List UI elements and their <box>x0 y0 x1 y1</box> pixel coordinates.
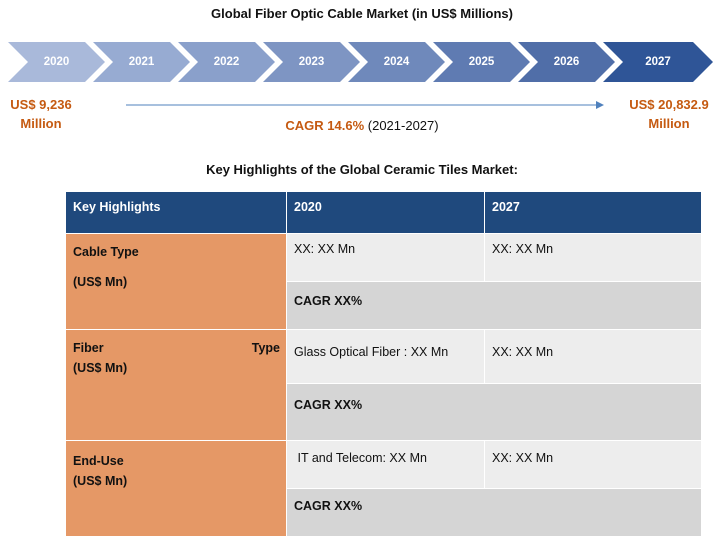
timeline-step-2025: 2025 <box>433 42 530 82</box>
category-cell: Fiber Type (US$ Mn) <box>65 329 287 441</box>
end-value: US$ 20,832.9 Million <box>624 95 714 133</box>
timeline-step-2027: 2027 <box>603 42 713 82</box>
timeline-year-label: 2020 <box>43 56 70 68</box>
chart-title: Global Fiber Optic Cable Market (in US$ … <box>211 6 513 21</box>
category-unit: (US$ Mn) <box>73 361 128 375</box>
cagr-cell: CAGR XX% <box>286 488 702 537</box>
table-header-row: Key Highlights 2020 2027 <box>65 191 702 234</box>
timeline-year-label: 2022 <box>213 56 240 68</box>
timeline-step-2020: 2020 <box>8 42 105 82</box>
table-title: Key Highlights of the Global Ceramic Til… <box>206 162 518 177</box>
category-cell: End-Use (US$ Mn) <box>65 440 287 537</box>
cagr-cell: CAGR XX% <box>286 281 702 330</box>
value-2020-cell: Glass Optical Fiber : XX Mn <box>286 329 485 384</box>
timeline-step-2023: 2023 <box>263 42 360 82</box>
value-2020-cell: XX: XX Mn <box>286 233 485 282</box>
chevron-shape <box>433 42 530 82</box>
category-unit: (US$ Mn) <box>73 474 128 488</box>
value-2027-cell: XX: XX Mn <box>484 233 702 282</box>
value-2027-cell: XX: XX Mn <box>484 440 702 489</box>
cagr-cell: CAGR XX% <box>286 383 702 441</box>
category-unit: (US$ Mn) <box>73 275 128 289</box>
table-row: CAGR XX% <box>66 281 702 330</box>
cagr-value: CAGR 14.6% <box>285 118 365 133</box>
chevron-shape <box>348 42 445 82</box>
chevron-shape <box>603 42 713 82</box>
category-label: Fiber <box>73 341 104 355</box>
end-value-unit: Million <box>648 116 690 131</box>
timeline-year-label: 2021 <box>128 56 155 68</box>
growth-arrow <box>126 101 604 109</box>
highlights-table: Key Highlights 2020 2027 Cable Type (US$… <box>65 191 702 537</box>
timeline-year-label: 2024 <box>383 56 410 68</box>
category-label: End-Use <box>73 454 124 468</box>
cagr-caption: CAGR 14.6% (2021-2027) <box>0 118 724 133</box>
table-row: Fiber Type (US$ Mn) Glass Optical Fiber … <box>65 329 702 441</box>
chevron-shape <box>518 42 615 82</box>
cagr-period: (2021-2027) <box>367 118 439 133</box>
category-cell: Cable Type (US$ Mn) <box>65 233 287 330</box>
timeline-step-2026: 2026 <box>518 42 615 82</box>
timeline-year-label: 2027 <box>645 56 671 68</box>
chevron-shape <box>178 42 275 82</box>
value-2020-cell: IT and Telecom: XX Mn <box>286 440 485 489</box>
start-value-amount: US$ 9,236 <box>10 97 72 112</box>
timeline-year-label: 2025 <box>468 56 495 68</box>
table-row: CAGR XX% <box>66 383 702 441</box>
start-value: US$ 9,236 Million <box>6 95 76 133</box>
start-value-unit: Million <box>20 116 62 131</box>
chevron-shape <box>263 42 360 82</box>
chevron-shape <box>8 42 105 82</box>
header-2027: 2027 <box>484 191 702 234</box>
table-row: CAGR XX% <box>66 488 702 537</box>
value-2027-cell: XX: XX Mn <box>484 329 702 384</box>
year-timeline: 2020 2021 2022 2023 2024 2025 2026 2027 <box>0 42 724 82</box>
timeline-year-label: 2026 <box>553 56 580 68</box>
table-row: End-Use (US$ Mn) IT and Telecom: XX Mn X… <box>65 440 702 537</box>
chevron-shape <box>93 42 190 82</box>
header-key-highlights: Key Highlights <box>65 191 287 234</box>
timeline-step-2022: 2022 <box>178 42 275 82</box>
header-2020: 2020 <box>286 191 485 234</box>
category-label: Cable Type <box>73 245 139 259</box>
timeline-step-2024: 2024 <box>348 42 445 82</box>
table-row: Cable Type (US$ Mn) XX: XX Mn XX: XX Mn <box>65 233 702 330</box>
timeline-step-2021: 2021 <box>93 42 190 82</box>
category-label-suffix: Type <box>251 341 280 355</box>
timeline-year-label: 2023 <box>298 56 325 68</box>
end-value-amount: US$ 20,832.9 <box>629 97 709 112</box>
